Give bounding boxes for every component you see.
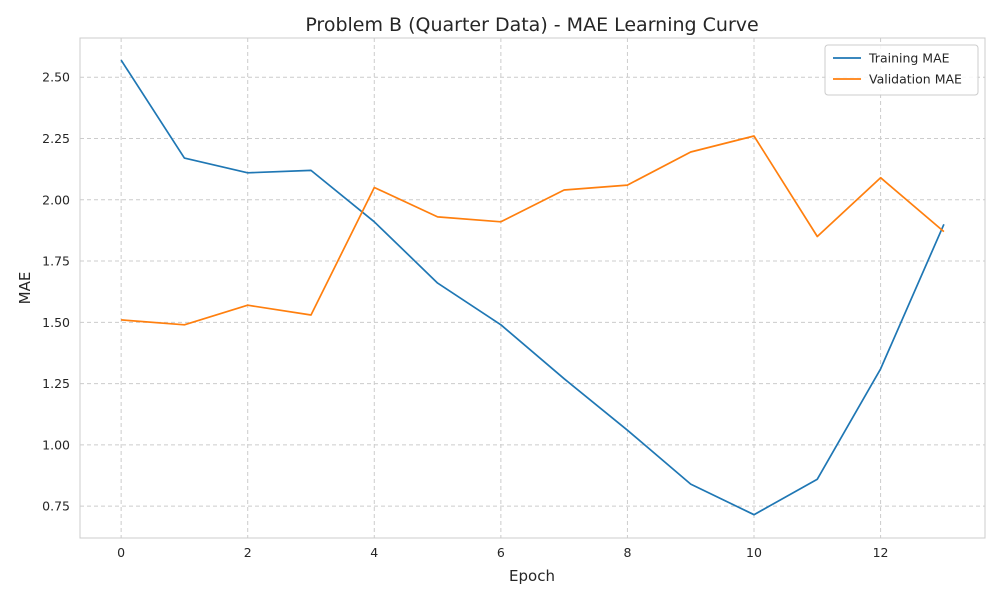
x-tick-label: 8 (623, 545, 631, 560)
y-tick-label: 1.75 (42, 254, 70, 269)
y-tick-label: 2.00 (42, 192, 70, 207)
legend-label-0: Training MAE (868, 51, 950, 66)
x-tick-label: 10 (746, 545, 762, 560)
chart-title: Problem B (Quarter Data) - MAE Learning … (305, 14, 758, 36)
y-tick-label: 1.00 (42, 437, 70, 452)
legend-box (824, 44, 979, 96)
y-axis-ticks: 0.75 1.00 1.25 1.50 1.75 2.00 2.25 2.50 (42, 70, 70, 514)
y-axis-label: MAE (16, 272, 34, 305)
y-tick-label: 2.50 (42, 70, 70, 85)
series-line-1 (121, 135, 945, 326)
x-tick-label: 4 (370, 545, 378, 560)
y-tick-label: 1.25 (42, 376, 70, 391)
y-tick-label: 2.25 (42, 131, 70, 146)
y-tick-label: 1.50 (42, 315, 70, 330)
plot-frame (79, 37, 986, 539)
x-axis-ticks: 0 2 4 6 8 10 12 (117, 545, 888, 560)
y-tick-label: 0.75 (42, 499, 70, 514)
x-tick-label: 12 (873, 545, 889, 560)
x-tick-label: 2 (244, 545, 252, 560)
legend: Training MAE Validation MAE (824, 44, 979, 96)
x-axis-label: Epoch (509, 567, 555, 585)
legend-label-1: Validation MAE (869, 72, 962, 87)
grid-lines (80, 38, 985, 538)
plot-background (80, 38, 985, 538)
series-line-0 (120, 59, 945, 516)
x-tick-label: 6 (497, 545, 505, 560)
series-layer (120, 59, 945, 516)
x-tick-label: 0 (117, 545, 125, 560)
